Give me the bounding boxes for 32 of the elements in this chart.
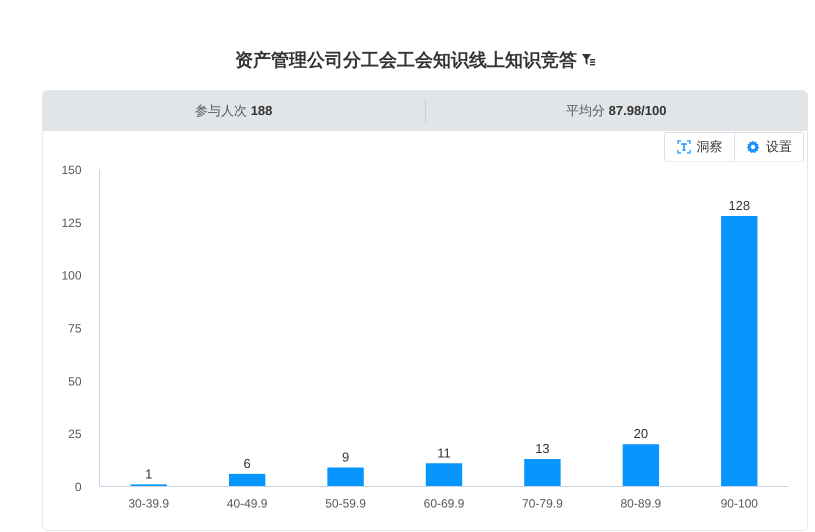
data-label: 128 (728, 198, 750, 213)
x-tick-label: 80-89.9 (620, 496, 662, 510)
data-label: 6 (244, 456, 251, 471)
x-tick-label: 90-100 (720, 496, 758, 510)
text: 洞察 (696, 138, 724, 156)
text: 平均分 87.98/100 (424, 100, 807, 122)
text: 设置 (734, 133, 803, 161)
y-tick-label: 150 (61, 163, 82, 177)
data-label: 11 (437, 445, 451, 460)
y-tick-label: 50 (68, 374, 82, 388)
bar (524, 459, 561, 486)
data-label: 1 (145, 466, 152, 482)
data-label: 20 (634, 426, 648, 442)
bar (327, 467, 364, 486)
data-label: 13 (535, 441, 550, 456)
bar (721, 216, 758, 486)
bar (228, 474, 266, 486)
data-label: 9 (342, 449, 350, 464)
bar (426, 463, 462, 486)
y-tick-label: 25 (68, 427, 82, 442)
y-tick-label: 0 (74, 480, 82, 494)
y-tick-label: 125 (61, 216, 82, 230)
y-tick-label: 75 (68, 322, 82, 336)
text: 参与人次 188 (194, 102, 274, 120)
x-tick-label: 50-59.9 (325, 496, 366, 510)
x-tick-label: 30-39.9 (128, 496, 170, 510)
x-tick-label: 40-49.9 (226, 496, 268, 510)
x-tick-label: 60-69.9 (424, 496, 465, 510)
y-tick-label: 100 (61, 268, 82, 283)
x-tick-label: 70-79.9 (522, 496, 564, 510)
chart-title: 资产管理公司分工会工会知识线上知识竞答 (234, 49, 578, 72)
bar (622, 444, 660, 486)
